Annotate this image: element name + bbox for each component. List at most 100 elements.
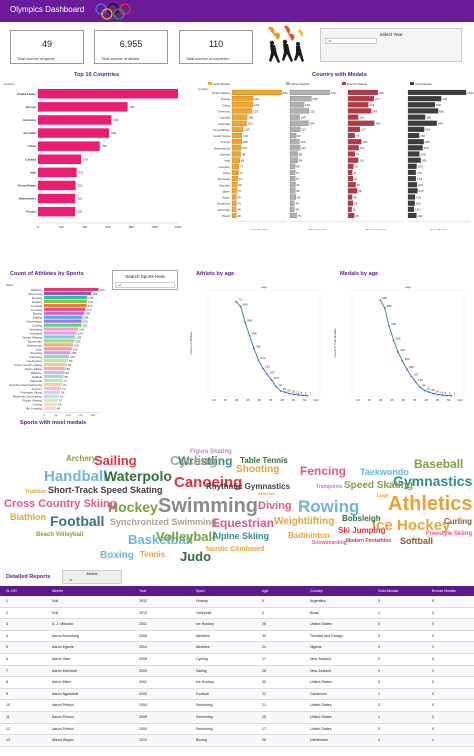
word-cloud-word[interactable]: Fencing [300, 464, 347, 478]
search-sports-filter: Search Sports Here All [112, 270, 178, 290]
word-cloud-word[interactable]: Hockey [108, 499, 158, 515]
word-cloud-word[interactable]: Table Tennis [240, 456, 288, 465]
table-row[interactable]: 4 Aaron Armstrong 2008 Athletics 30 Trinidad … [0, 630, 474, 643]
word-cloud-word[interactable]: Modern Pentathlon [346, 538, 392, 544]
table-cell: 1 [378, 610, 380, 615]
word-cloud-word[interactable]: Swimming [158, 495, 259, 517]
column-header[interactable]: Age [262, 589, 269, 593]
table-row[interactable]: 7 Aaron McIntosh 2000 Sailing 28 New Zealand 0… [0, 665, 474, 678]
word-cloud-word[interactable]: Snowboarding [312, 540, 347, 546]
column-header[interactable]: Country [310, 589, 323, 593]
silver-bar [289, 212, 297, 219]
word-cloud-word[interactable]: Football [50, 513, 105, 529]
table-row[interactable]: 9 Aaron Nguimbat 2000 Football 22 Cameroon 1 0 [0, 688, 474, 701]
word-cloud-word[interactable]: Archery [66, 454, 97, 463]
word-cloud-word[interactable]: Gymnastics [393, 473, 473, 489]
word-cloud-word[interactable]: Rowing [298, 497, 360, 516]
total-value: 386 [426, 115, 431, 119]
word-cloud-word[interactable]: Weightlifting [274, 516, 335, 527]
word-cloud-word[interactable]: Diving [258, 500, 292, 512]
sport-label: Archery [32, 387, 43, 391]
year-filter-select[interactable]: All [325, 38, 377, 44]
table-row[interactable]: 3 A. J. Mleczko 2002 Ice Hockey 26 United Sta… [0, 619, 474, 631]
word-cloud-word[interactable]: Nordic Combined [206, 546, 265, 553]
sport-bar [44, 351, 71, 355]
word-cloud-word[interactable]: Alpine Skiing [212, 531, 270, 541]
athletes-age-xtick: 50 [303, 398, 307, 402]
word-cloud-word[interactable]: Judo [180, 549, 212, 564]
table-cell: 2000 [139, 691, 147, 696]
word-cloud-word[interactable]: Badminton [288, 531, 330, 540]
word-cloud-word[interactable]: Freestyle Skiing [426, 531, 473, 537]
country-label: Argentina [217, 202, 230, 206]
word-cloud-word[interactable]: Cross Country Skiing [4, 498, 117, 510]
silver-bar [289, 163, 296, 169]
word-cloud-word[interactable]: Cycling [170, 453, 217, 468]
silver-value: 440 [331, 91, 336, 95]
table-row[interactable]: 11 Aaron Peirsol 2008 Swimming 25 United Stat… [0, 712, 474, 724]
word-cloud-word[interactable]: Triathlon [25, 489, 47, 495]
column-header[interactable]: Gold Medals [378, 589, 399, 593]
word-cloud-word[interactable]: Ski Jumping [338, 526, 386, 535]
athlete-filter-value[interactable]: All [69, 578, 73, 582]
silver-bar [289, 182, 296, 188]
total-value: 159 [416, 195, 421, 199]
table-row[interactable]: 13 Abbos Atayev 2012 Boxing 26 Uzbekistan 0 1 [0, 735, 474, 747]
word-cloud-word[interactable]: Handball [44, 468, 108, 485]
column-header[interactable]: Year [139, 589, 147, 593]
gold-value: 108 [243, 140, 248, 144]
table-row[interactable]: 5 Aaron Egbele 2004 Athletics 24 Nigeria 0 1 [0, 642, 474, 654]
gold-value: 124 [244, 128, 249, 132]
athletes-age-point [297, 394, 300, 396]
word-cloud-word[interactable]: Taekwondo [360, 467, 409, 477]
word-cloud-word[interactable]: Sailing [94, 453, 137, 468]
word-cloud-word[interactable]: Equestrian [212, 516, 275, 530]
silver-value: 48 [295, 208, 299, 212]
word-cloud-word[interactable]: Wrestling [178, 454, 233, 468]
word-cloud-word[interactable]: Synchronized Swimming [110, 517, 217, 527]
medals-age-point [401, 360, 404, 362]
table-row[interactable]: 6 Aaron Gate 2008 Cycling 17 New Zealand 0 0 [0, 654, 474, 666]
silver-value: 69 [297, 134, 301, 138]
sport-label: Football [31, 304, 42, 308]
word-cloud-word[interactable]: Basketball [128, 532, 194, 547]
word-cloud-word[interactable]: Canoeing [174, 474, 243, 491]
word-cloud-word[interactable]: Waterpolo [104, 468, 172, 484]
word-cloud-word[interactable]: Athletics [388, 493, 473, 515]
table-row[interactable]: 12 Aaron Peirsol 2000 Swimming 17 United Stat… [0, 723, 474, 736]
word-cloud-word[interactable]: Baseball [414, 457, 464, 471]
word-cloud-word[interactable]: Trampoline [316, 484, 343, 490]
word-cloud-word[interactable]: Bobsleigh [342, 514, 381, 523]
sport-bar [44, 402, 58, 406]
word-cloud-word[interactable]: Boxing [100, 550, 134, 561]
table-row[interactable]: 1 Null 2012 Hockey 0 Argentina 0 0 [0, 596, 474, 608]
athletes-age-point-label: 28 [287, 388, 291, 392]
word-cloud-word[interactable]: Beach Volleyball [36, 532, 84, 538]
search-sports-input[interactable]: All [115, 282, 175, 288]
top10-tick: 800 [129, 225, 134, 229]
word-cloud-word[interactable]: Curling [444, 517, 472, 526]
table-row[interactable]: 8 Aaron Miller 2002 Ice Hockey 30 United Stat… [0, 677, 474, 689]
word-cloud-word[interactable]: Ice Hockey [372, 517, 451, 534]
word-cloud-word[interactable]: Rhythmic Gymnastics [206, 482, 291, 491]
column-header[interactable]: SL NO [6, 589, 17, 593]
column-header[interactable]: Athlete [52, 589, 64, 593]
column-header[interactable]: Bronze Medals [432, 589, 456, 593]
table-row[interactable]: 10 Aaron Peirsol 2004 Swimming 21 United Stat… [0, 700, 474, 712]
word-cloud-word[interactable]: Volleyball [156, 529, 216, 544]
sport-label: Shooting [30, 351, 42, 355]
word-cloud-word[interactable]: Tennis [140, 550, 166, 559]
word-cloud-word[interactable]: Biathlon [10, 512, 46, 522]
gold-value: 552 [283, 91, 288, 95]
word-cloud-word[interactable]: Speed Skating [344, 480, 413, 491]
table-row[interactable]: 2 Null 2012 Volleyball 0 Brazil 1 0 [0, 607, 474, 620]
word-cloud-word[interactable]: Luge [377, 493, 389, 499]
column-header[interactable]: Sport [196, 589, 205, 593]
sport-bar [44, 323, 82, 327]
word-cloud-word[interactable]: Short-Track Speed Skating [48, 485, 163, 495]
word-cloud-word[interactable]: Softball [400, 536, 433, 546]
word-cloud-word[interactable]: Figure Skating [190, 449, 232, 455]
word-cloud-word[interactable]: Skeleton [258, 491, 275, 496]
word-cloud-word[interactable]: Shooting [236, 464, 280, 475]
athlete-filter[interactable]: Athlete All [62, 570, 122, 584]
